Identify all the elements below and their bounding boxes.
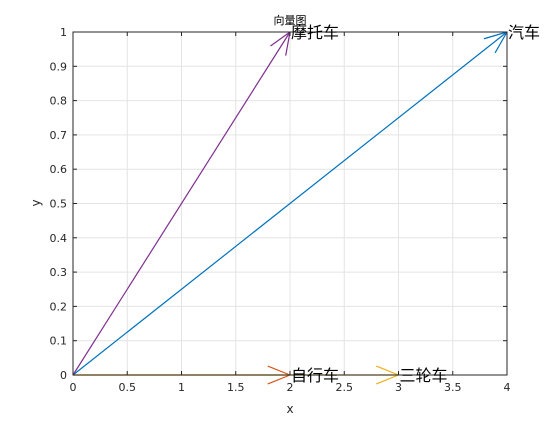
axes-box [72,31,508,376]
y-tick-label: 0.7 [50,129,68,142]
y-tick-label: 0.3 [50,266,68,279]
vector-arrowhead-3 [285,31,291,56]
y-tick-label: 0.9 [50,60,68,73]
y-tick-label: 0.5 [50,198,68,211]
vector-arrowhead-0 [267,365,291,376]
y-axis-label: y [29,199,43,206]
vector-arrowhead-3 [270,31,291,47]
vector-label-2: 汽车 [508,23,540,42]
vector-arrowhead-2 [483,31,508,40]
x-tick-label: 4 [504,381,511,394]
vector-label-1: 三轮车 [400,366,448,385]
x-tick-label: 3 [395,381,402,394]
y-tick-label: 0.1 [50,335,68,348]
vector-label-3: 摩托车 [291,23,339,42]
x-tick-label: 1.5 [227,381,245,394]
vector-arrowhead-1 [376,365,399,376]
y-tick-label: 0 [60,369,67,382]
vector-line-3 [72,31,291,376]
x-tick-label: 2.5 [336,381,354,394]
vector-labels: 自行车 三轮车 汽车 摩托车 [291,23,540,385]
x-tick-label: 2 [287,381,294,394]
vector-label-0: 自行车 [291,366,339,385]
vector-arrowhead-2 [494,31,508,54]
vector-arrowhead-1 [376,374,399,385]
x-tick-label: 0 [70,381,77,394]
x-tick-label: 0.5 [119,381,137,394]
y-tick-label: 1 [60,26,67,39]
x-tick-label: 3.5 [444,381,462,394]
chart-title: 向量图 [274,13,307,27]
y-tick-label: 0.2 [50,300,68,313]
y-tick-label: 0.8 [50,95,68,108]
vector-arrowhead-0 [267,374,291,385]
tick-labels: 0 0.5 1 1.5 2 2.5 3 3.5 4 0 0.1 0.2 0.3 0.4 0.5 0.6 0.7 0… [50,26,511,394]
vector-line-2 [72,31,508,376]
y-tick-label: 0.4 [50,232,68,245]
x-axis-label: x [286,402,293,416]
y-tick-label: 0.6 [50,163,68,176]
x-tick-label: 1 [178,381,185,394]
